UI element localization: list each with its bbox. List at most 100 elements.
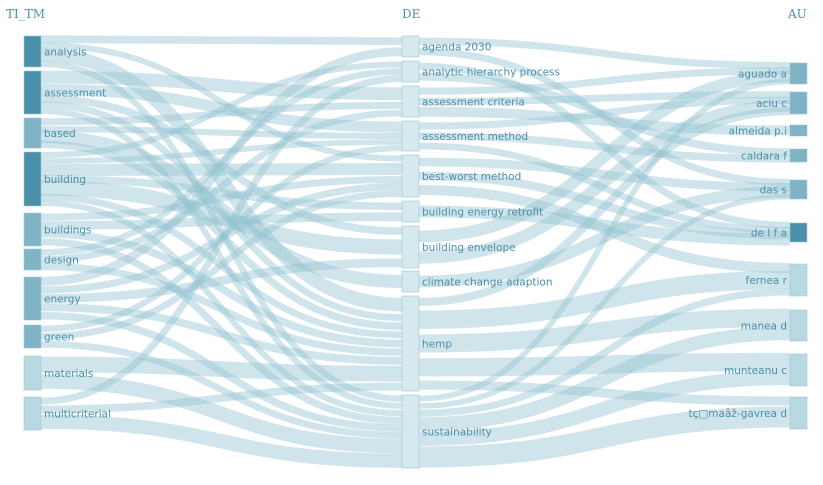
link-retro-to-delfa [418, 205, 791, 246]
node-left-green[interactable] [23, 324, 42, 349]
node-right-tc[interactable] [789, 396, 808, 430]
link-buildings-to-bwm [40, 175, 403, 221]
node-left-materials[interactable] [23, 355, 42, 391]
node-right-aguado[interactable] [789, 62, 808, 85]
node-label-left-based: based [44, 128, 76, 140]
node-label-right-manea: manea d [741, 321, 787, 333]
node-label-right-aguado: aguado a [738, 69, 787, 81]
node-label-right-caldara: caldara f [741, 151, 787, 163]
node-label-middle-ahp: analytic hierarchy process [422, 67, 560, 79]
node-middle-sust[interactable] [401, 394, 420, 469]
link-building-to-bwm [40, 163, 403, 176]
node-left-based[interactable] [23, 117, 42, 149]
column-header-middle: DE [402, 7, 420, 21]
link-analysis-to-hemp [40, 47, 403, 312]
link-design-to-ahp [40, 68, 403, 256]
link-energy-to-agenda [40, 47, 403, 286]
node-left-multicriterial[interactable] [23, 396, 42, 431]
node-right-delfa[interactable] [789, 222, 808, 243]
node-middle-climate[interactable] [401, 270, 420, 293]
node-middle-bwm[interactable] [401, 154, 420, 198]
node-middle-env[interactable] [401, 225, 420, 269]
node-label-right-tc: tç□maâž-gavrea d [688, 408, 787, 420]
link-env-to-aciu [418, 99, 791, 264]
link-building-to-sust [40, 199, 403, 417]
links-layer [40, 35, 791, 468]
link-sust-to-aguado [418, 78, 791, 402]
node-middle-crit[interactable] [401, 85, 420, 118]
link-energy-to-hemp [40, 303, 403, 365]
node-left-analysis[interactable] [23, 35, 42, 68]
node-label-left-materials: materials [44, 368, 93, 380]
node-left-design[interactable] [23, 248, 42, 271]
link-sust-to-tc [418, 406, 791, 468]
node-right-das[interactable] [789, 179, 808, 200]
node-label-left-green: green [44, 332, 74, 344]
link-materials-to-sust [40, 374, 403, 454]
node-right-manea[interactable] [789, 309, 808, 342]
node-right-caldara[interactable] [789, 148, 808, 163]
link-based-to-climate [40, 130, 403, 289]
link-green-to-sust [40, 340, 403, 439]
node-left-building[interactable] [23, 151, 42, 207]
link-analysis-to-bwm [40, 42, 403, 162]
node-label-left-building: building [44, 174, 86, 186]
node-right-almeida[interactable] [789, 124, 808, 137]
link-hemp-to-tc [418, 380, 791, 406]
node-label-right-aciu: aciu c [756, 98, 787, 110]
link-hemp-to-fernea [418, 270, 791, 329]
column-header-right: AU [787, 7, 807, 21]
node-label-right-almeida: almeida p.i [729, 126, 787, 138]
link-bwm-to-das [418, 157, 791, 192]
link-building-to-hemp [40, 193, 403, 339]
link-crit-to-aguado [418, 67, 791, 95]
link-crit-to-aciu [418, 91, 791, 106]
node-middle-hemp[interactable] [401, 295, 420, 392]
link-bwm-to-fernea [418, 184, 791, 274]
node-label-middle-hemp: hemp [422, 339, 452, 351]
link-energy-to-bwm [40, 182, 403, 294]
link-meth-to-delfa [418, 142, 791, 234]
node-right-munteanu[interactable] [789, 353, 808, 387]
node-label-middle-agenda: agenda 2030 [422, 42, 491, 54]
node-label-left-assessment: assessment [44, 88, 106, 100]
nodes-layer [23, 35, 808, 469]
link-sust-to-munteanu [418, 370, 791, 446]
node-label-left-design: design [44, 255, 79, 267]
link-analysis-to-sust [40, 60, 403, 402]
link-materials-to-hemp [40, 356, 403, 382]
node-label-right-das: das s [760, 185, 787, 197]
node-label-left-energy: energy [44, 294, 81, 306]
link-multicriterial-to-ahp [40, 74, 403, 405]
node-right-fernea[interactable] [789, 263, 808, 297]
link-assessment-to-hemp [40, 101, 403, 321]
node-right-aciu[interactable] [789, 91, 808, 115]
link-buildings-to-sust [40, 238, 403, 425]
link-multicriterial-to-hemp [40, 382, 403, 414]
link-based-to-meth [40, 126, 403, 140]
node-left-assessment[interactable] [23, 70, 42, 115]
link-sust-to-manea [418, 326, 791, 432]
node-label-left-multicriterial: multicriterial [44, 409, 111, 421]
node-left-energy[interactable] [23, 276, 42, 321]
link-building-to-ahp [40, 61, 403, 158]
link-assessment-to-sust [40, 107, 403, 410]
node-label-middle-meth: assessment method [422, 131, 528, 143]
node-label-right-fernea: fernea r [746, 275, 788, 287]
link-ahp-to-delfa [418, 62, 791, 229]
node-label-middle-env: building envelope [422, 242, 516, 254]
node-middle-agenda[interactable] [401, 35, 420, 58]
link-buildings-to-hemp [40, 229, 403, 348]
link-energy-to-env [40, 258, 403, 303]
node-label-middle-sust: sustainability [422, 427, 492, 439]
node-label-right-delfa: de l f a [751, 228, 787, 240]
node-label-right-munteanu: munteanu c [724, 365, 787, 377]
link-assessment-to-crit [40, 70, 403, 101]
node-middle-ahp[interactable] [401, 60, 420, 83]
node-middle-retro[interactable] [401, 200, 420, 223]
node-label-middle-crit: assessment criteria [422, 97, 525, 109]
node-middle-meth[interactable] [401, 120, 420, 152]
node-left-buildings[interactable] [23, 212, 42, 247]
link-multicriterial-to-sust [40, 414, 403, 468]
link-design-to-hemp [40, 262, 403, 356]
